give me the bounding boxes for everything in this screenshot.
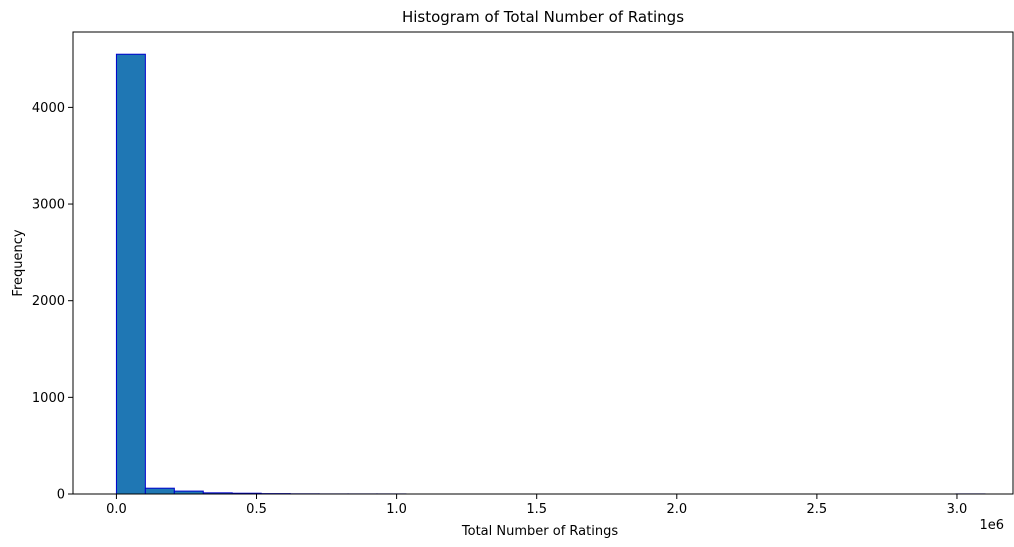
histogram-bar xyxy=(144,487,175,495)
y-axis-ticks: 0 1000 2000 3000 4000 xyxy=(32,101,73,503)
x-tick-label: 0.5 xyxy=(246,502,267,517)
plot-frame xyxy=(72,31,1014,495)
bars-group xyxy=(115,53,986,495)
x-tick-label: 2.5 xyxy=(807,502,828,517)
x-tick-label: 3.0 xyxy=(947,502,968,517)
x-offset-label: 1e6 xyxy=(979,518,1004,533)
x-axis-ticks: 0.0 0.5 1.0 1.5 2.0 2.5 3.0 xyxy=(106,494,967,517)
x-tick-label: 1.0 xyxy=(386,502,407,517)
x-tick-label: 1.5 xyxy=(526,502,547,517)
y-tick-label: 1000 xyxy=(32,391,65,406)
y-axis-title: Frequency xyxy=(11,229,26,296)
x-axis-title: Total Number of Ratings xyxy=(461,524,618,539)
chart-title: Histogram of Total Number of Ratings xyxy=(402,8,684,26)
y-tick-label: 2000 xyxy=(32,294,65,309)
y-tick-label: 0 xyxy=(57,488,65,503)
x-tick-label: 0.0 xyxy=(106,502,127,517)
y-tick-label: 3000 xyxy=(32,198,65,213)
histogram-bar xyxy=(115,53,146,495)
y-tick-label: 4000 xyxy=(32,101,65,116)
x-tick-label: 2.0 xyxy=(666,502,687,517)
